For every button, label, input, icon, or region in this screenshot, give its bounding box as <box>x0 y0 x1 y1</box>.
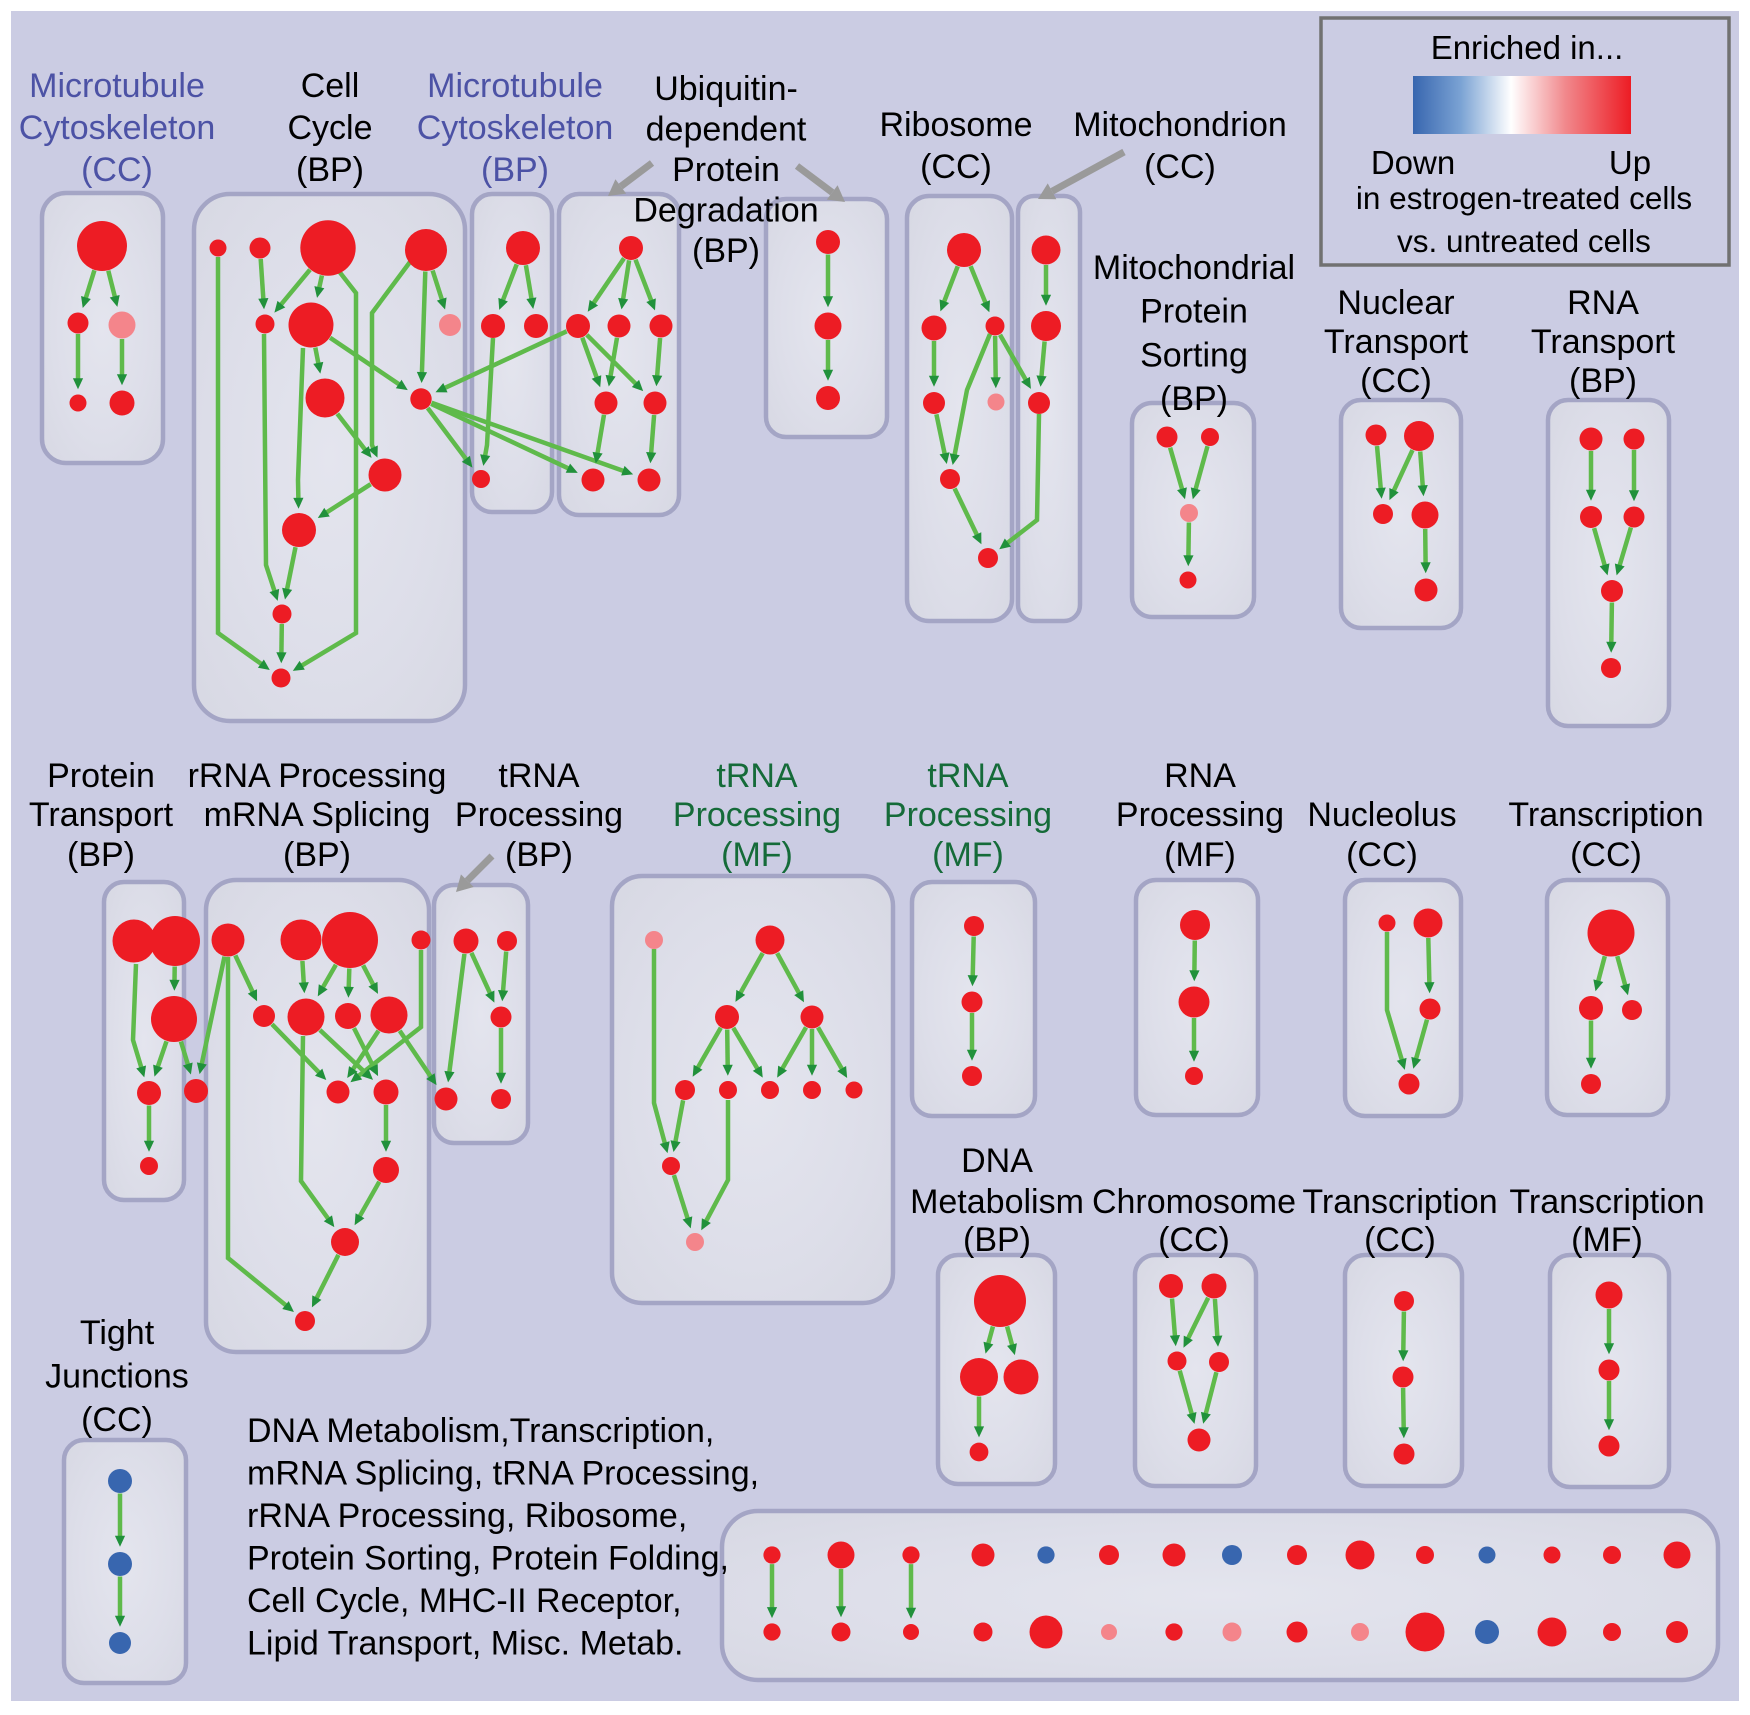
svg-text:Microtubule: Microtubule <box>427 67 603 105</box>
svg-text:(MF): (MF) <box>1164 836 1236 874</box>
svg-text:(BP): (BP) <box>481 151 549 189</box>
svg-text:Transport: Transport <box>1324 323 1469 361</box>
svg-text:Processing: Processing <box>884 796 1052 834</box>
svg-text:(CC): (CC) <box>1364 1221 1436 1259</box>
svg-text:(BP): (BP) <box>505 836 573 874</box>
svg-text:mRNA Splicing: mRNA Splicing <box>204 796 431 834</box>
svg-text:Metabolism: Metabolism <box>910 1183 1084 1221</box>
svg-text:(CC): (CC) <box>81 1401 153 1439</box>
svg-text:Transcription: Transcription <box>1302 1183 1497 1221</box>
svg-text:(BP): (BP) <box>1160 380 1228 418</box>
svg-text:DNA Metabolism,Transcription,: DNA Metabolism,Transcription, <box>247 1412 714 1450</box>
svg-text:mRNA Splicing, tRNA Processing: mRNA Splicing, tRNA Processing, <box>247 1455 759 1493</box>
svg-text:(BP): (BP) <box>67 836 135 874</box>
svg-text:Enriched in...: Enriched in... <box>1431 29 1624 66</box>
svg-text:(CC): (CC) <box>81 151 153 189</box>
svg-text:(CC): (CC) <box>920 148 992 186</box>
svg-text:dependent: dependent <box>646 111 807 149</box>
svg-text:Cell: Cell <box>301 67 360 105</box>
svg-text:Tight: Tight <box>80 1314 155 1352</box>
svg-text:(MF): (MF) <box>721 836 793 874</box>
svg-text:(BP): (BP) <box>692 232 760 270</box>
svg-text:(BP): (BP) <box>283 836 351 874</box>
svg-text:rRNA Processing, Ribosome,: rRNA Processing, Ribosome, <box>247 1497 687 1535</box>
svg-text:Ubiquitin-: Ubiquitin- <box>654 70 798 108</box>
svg-text:(MF): (MF) <box>932 836 1004 874</box>
svg-text:Cell Cycle, MHC-II Receptor,: Cell Cycle, MHC-II Receptor, <box>247 1582 682 1620</box>
svg-text:Cytoskeleton: Cytoskeleton <box>417 109 614 147</box>
svg-text:tRNA: tRNA <box>927 757 1009 795</box>
svg-text:Mitochondrial: Mitochondrial <box>1093 249 1295 287</box>
svg-text:Transport: Transport <box>1531 323 1676 361</box>
svg-text:(BP): (BP) <box>296 151 364 189</box>
svg-text:in estrogen-treated cells: in estrogen-treated cells <box>1356 180 1692 216</box>
svg-text:vs. untreated cells: vs. untreated cells <box>1397 223 1651 259</box>
svg-text:Lipid Transport, Misc. Metab.: Lipid Transport, Misc. Metab. <box>247 1625 684 1663</box>
svg-text:(CC): (CC) <box>1346 836 1418 874</box>
svg-text:Nuclear: Nuclear <box>1337 284 1454 322</box>
svg-text:Down: Down <box>1371 144 1455 181</box>
svg-text:rRNA Processing: rRNA Processing <box>188 757 447 795</box>
svg-text:tRNA: tRNA <box>716 757 798 795</box>
svg-text:Cycle: Cycle <box>287 109 372 147</box>
svg-text:Transcription: Transcription <box>1508 796 1703 834</box>
svg-text:Transport: Transport <box>29 796 174 834</box>
svg-text:Microtubule: Microtubule <box>29 67 205 105</box>
svg-text:(CC): (CC) <box>1158 1221 1230 1259</box>
svg-text:(BP): (BP) <box>963 1221 1031 1259</box>
svg-text:Chromosome: Chromosome <box>1092 1183 1296 1221</box>
svg-text:Protein: Protein <box>1140 293 1248 331</box>
svg-text:Up: Up <box>1609 144 1651 181</box>
svg-text:Nucleolus: Nucleolus <box>1307 796 1456 834</box>
svg-text:RNA: RNA <box>1567 284 1639 322</box>
svg-text:RNA: RNA <box>1164 757 1236 795</box>
svg-text:Cytoskeleton: Cytoskeleton <box>19 109 216 147</box>
svg-text:DNA: DNA <box>961 1142 1033 1180</box>
svg-text:Junctions: Junctions <box>45 1358 189 1396</box>
svg-text:Protein: Protein <box>47 757 155 795</box>
svg-text:tRNA: tRNA <box>498 757 580 795</box>
svg-text:(CC): (CC) <box>1360 362 1432 400</box>
svg-text:(CC): (CC) <box>1144 148 1216 186</box>
svg-text:Sorting: Sorting <box>1140 336 1248 374</box>
svg-text:Protein Sorting, Protein Foldi: Protein Sorting, Protein Folding, <box>247 1540 729 1578</box>
svg-text:Ribosome: Ribosome <box>879 106 1032 144</box>
svg-text:Processing: Processing <box>455 796 623 834</box>
svg-text:Processing: Processing <box>1116 796 1284 834</box>
svg-text:(MF): (MF) <box>1571 1221 1643 1259</box>
svg-text:Transcription: Transcription <box>1509 1183 1704 1221</box>
svg-text:(CC): (CC) <box>1570 836 1642 874</box>
svg-text:Processing: Processing <box>673 796 841 834</box>
svg-text:Degradation: Degradation <box>633 192 818 230</box>
svg-text:Mitochondrion: Mitochondrion <box>1073 106 1287 144</box>
svg-text:(BP): (BP) <box>1569 362 1637 400</box>
svg-text:Protein: Protein <box>672 151 780 189</box>
